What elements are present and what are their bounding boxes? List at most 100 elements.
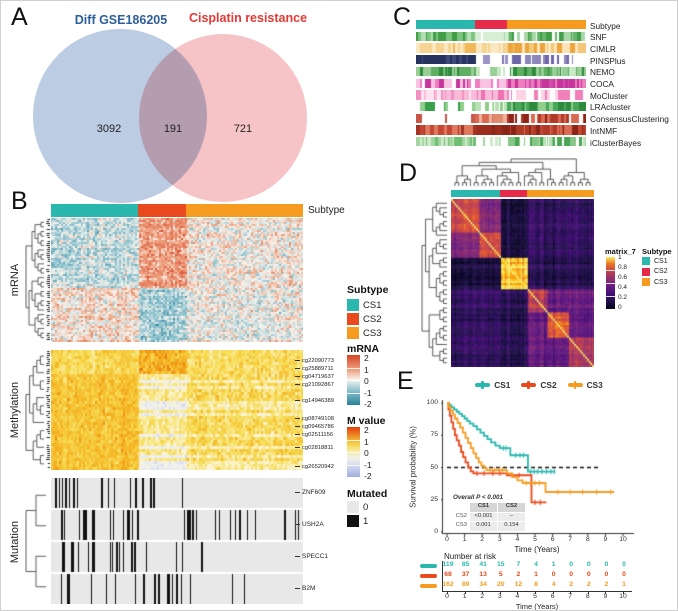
risk-xtick-label: 4	[515, 593, 520, 600]
risk-tickmark	[535, 591, 536, 594]
venn-right-count: 721	[233, 123, 253, 135]
pairwise-col-header: CS2	[498, 503, 525, 512]
d-subtype-legend-items: CS1 CS2 CS3	[642, 256, 668, 288]
colorbar-tick-label: 0	[364, 376, 369, 386]
methylation-probe-label: cg14946389	[295, 398, 334, 405]
mvalue-colorbar	[347, 427, 360, 478]
gene-tick-dash	[295, 587, 300, 589]
risk-count: 0	[622, 561, 626, 568]
track-canvas-cimlr	[416, 43, 586, 53]
colorbar-tick-label: 0	[364, 448, 369, 458]
probe-text: cg22090773	[302, 358, 334, 364]
venn-right-circle	[139, 34, 307, 202]
risk-count: 89	[461, 581, 470, 588]
km-xtick-label: 3	[497, 536, 502, 543]
legend-mutated-item: 1	[347, 514, 368, 528]
pairwise-pvalue: 0.154	[498, 522, 525, 531]
venn-overlap-count: 191	[163, 123, 183, 135]
risk-tickmark	[464, 591, 466, 594]
probe-tick-dash	[295, 359, 300, 361]
risk-count: 5	[498, 571, 503, 578]
risk-count: 13	[479, 571, 487, 578]
consensus-col-dendrogram	[451, 158, 594, 188]
track-canvas-pinsplus	[416, 55, 586, 65]
km-ytick-label: 0	[434, 528, 438, 535]
km-legend-marker	[567, 381, 583, 389]
risk-count: 0	[586, 571, 591, 578]
km-legend: CS1 CS2 CS3	[441, 379, 637, 391]
gene-text: ZNF609	[302, 489, 326, 496]
colorbar-tickmark	[347, 464, 360, 466]
methylation-section-label: Methylation	[9, 381, 21, 439]
matrix-colorbar	[606, 257, 619, 310]
gene-tick-dash	[295, 523, 300, 525]
risk-xtick-label: 2	[480, 593, 485, 600]
km-xtick-label: 0	[445, 536, 449, 543]
colorbar-tick-label: 0	[618, 304, 622, 311]
colorbar-tickmark	[347, 405, 360, 406]
methylation-row-dendrogram	[25, 350, 50, 470]
risk-tickmark	[605, 591, 607, 594]
mrna-heatmap	[51, 218, 303, 342]
track-label: CIMLR	[590, 43, 616, 54]
risk-count: 0	[551, 571, 556, 578]
subtype-annotation-label: Subtype	[308, 205, 345, 216]
risk-xtick-label: 7	[568, 593, 573, 600]
risk-count: 119	[442, 561, 454, 568]
km-xtick-label: 9	[603, 536, 608, 543]
km-ytick-label: 75	[430, 431, 438, 439]
risk-count: 1	[551, 561, 556, 568]
venn-left-count: 3092	[96, 123, 122, 135]
pairwise-pvalue: 0.001	[470, 522, 497, 531]
risk-tickmark	[517, 591, 519, 594]
pairwise-corner	[453, 503, 469, 512]
colorbar-tick-label: 1	[364, 436, 369, 447]
track-canvas-lracluster	[416, 101, 586, 112]
km-xtick-label: 6	[550, 536, 555, 543]
d-subtype-item: CS2	[642, 267, 668, 278]
pairwise-col-header: CS1	[470, 503, 497, 512]
risk-count: 1	[534, 571, 538, 578]
km-legend-label: CS1	[494, 380, 511, 390]
legend-subtype-item: CS1	[347, 298, 381, 312]
consensus-matrix-heatmap	[451, 199, 594, 367]
km-pairwise-table: CS1 CS2 CS2 <0.001– CS3 0.001 0.154	[453, 503, 525, 531]
probe-tick-dash	[295, 446, 300, 448]
risk-count: 0	[604, 571, 609, 578]
legend-subtype-item: CS2	[347, 312, 381, 326]
d-subtype-swatch	[642, 257, 650, 266]
km-xtick-label: 7	[568, 536, 573, 543]
mutation-gene-label: SPECC1	[295, 553, 328, 561]
colorbar-tickmark	[347, 367, 360, 369]
colorbar-tickmark	[347, 392, 360, 394]
risk-xtick-label: 9	[603, 593, 608, 600]
legend-mutated-swatch	[347, 501, 359, 513]
methylation-probe-label: cg02818811	[295, 445, 334, 452]
methylation-probe-label: cg26520942	[295, 464, 334, 471]
legend-mutated-title: Mutated	[347, 488, 388, 500]
risk-count: 1	[622, 581, 626, 588]
pairwise-row-label: CS2	[455, 512, 467, 519]
km-legend-label: CS3	[586, 380, 603, 390]
risk-count: 7	[516, 561, 521, 568]
d-subtype-item: CS1	[642, 256, 668, 267]
risk-count: 8	[534, 581, 538, 588]
panel-e-label: E	[397, 367, 414, 395]
probe-text: cg02818811	[302, 445, 334, 451]
legend-mutated-swatch	[347, 515, 359, 527]
risk-count: 37	[461, 571, 470, 578]
risk-count: 2	[516, 571, 521, 578]
gene-text: B2M	[302, 585, 316, 592]
pairwise-row-label: CS3	[455, 522, 467, 529]
track-label: ConsensusClustering	[590, 114, 669, 125]
track-canvas-consensusclustering	[416, 113, 586, 123]
track-label: SNF	[590, 32, 607, 43]
gene-text: USH2A	[302, 521, 324, 528]
colorbar-tick-label: 0.8	[618, 264, 628, 271]
risk-count: 4	[534, 561, 538, 568]
legend-mutated-label: 1	[363, 515, 369, 527]
colorbar-tickmark	[606, 270, 619, 271]
mutation-gene-label: ZNF609	[295, 489, 326, 497]
risk-count: 0	[622, 571, 626, 578]
